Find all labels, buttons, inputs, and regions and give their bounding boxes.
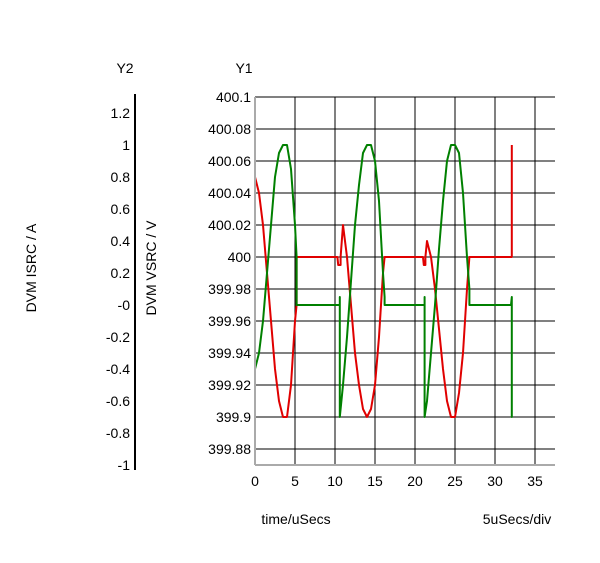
x-tick-label: 5 bbox=[291, 473, 299, 489]
y2-tick-label: -0.6 bbox=[106, 393, 130, 409]
x-scale-note: 5uSecs/div bbox=[483, 511, 551, 527]
y2-tick-label: -0 bbox=[118, 297, 131, 313]
tick-labels: 400.1 400.08 400.06 400.04 400.02 400 399.98 39… bbox=[106, 89, 543, 489]
y2-tick-label: 0.8 bbox=[111, 169, 131, 185]
x-tick-label: 25 bbox=[447, 473, 463, 489]
y2-tick-label: 0.2 bbox=[111, 265, 131, 281]
y1-axis-title: Y1 bbox=[235, 60, 252, 76]
y1-tick-label: 400.08 bbox=[208, 121, 251, 137]
y1-tick-label: 400.02 bbox=[208, 217, 251, 233]
y1-tick-label: 400 bbox=[228, 249, 252, 265]
y1-axis-label: DVM VSRC / V bbox=[143, 220, 159, 316]
series-layer bbox=[254, 144, 513, 418]
y2-axis-label: DVM ISRC / A bbox=[23, 223, 39, 312]
x-tick-label: 35 bbox=[527, 473, 543, 489]
y1-tick-label: 400.06 bbox=[208, 153, 251, 169]
x-tick-label: 20 bbox=[407, 473, 423, 489]
y2-tick-label: 0.4 bbox=[111, 233, 131, 249]
y1-tick-label: 400.04 bbox=[208, 185, 251, 201]
series-line-2 bbox=[254, 144, 513, 418]
series-line-1 bbox=[254, 145, 513, 418]
y1-tick-label: 400.1 bbox=[216, 89, 251, 105]
y2-tick-label: -0.8 bbox=[106, 425, 130, 441]
y1-tick-label: 399.98 bbox=[208, 281, 251, 297]
y2-tick-label: 1 bbox=[122, 137, 130, 153]
y1-tick-label: 399.94 bbox=[208, 345, 251, 361]
y1-tick-label: 399.9 bbox=[216, 409, 251, 425]
y2-axis-title: Y2 bbox=[116, 60, 133, 76]
y1-tick-label: 399.92 bbox=[208, 377, 251, 393]
y2-tick-label: 0.6 bbox=[111, 201, 131, 217]
x-axis-label: time/uSecs bbox=[261, 511, 330, 527]
x-tick-label: 0 bbox=[251, 473, 259, 489]
y1-tick-label: 399.88 bbox=[208, 441, 251, 457]
x-tick-label: 15 bbox=[367, 473, 383, 489]
y2-tick-label: 1.2 bbox=[111, 105, 131, 121]
y2-tick-label: -0.4 bbox=[106, 361, 130, 377]
x-tick-label: 30 bbox=[487, 473, 503, 489]
axes bbox=[134, 94, 555, 470]
y2-tick-label: -0.2 bbox=[106, 329, 130, 345]
y1-tick-label: 399.96 bbox=[208, 313, 251, 329]
y2-tick-label: -1 bbox=[118, 457, 131, 473]
grid bbox=[254, 96, 555, 465]
x-tick-label: 10 bbox=[327, 473, 343, 489]
